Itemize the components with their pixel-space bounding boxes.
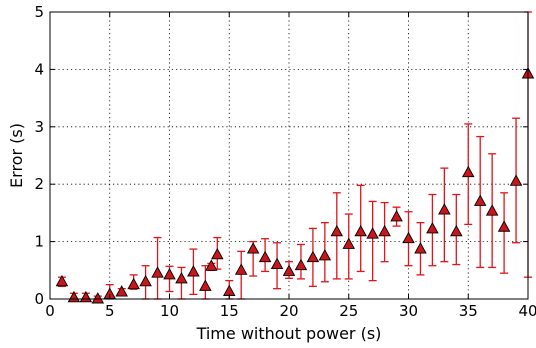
y-tick-label: 2 <box>34 175 44 193</box>
x-tick-label: 0 <box>45 302 55 320</box>
data-point-marker <box>487 205 498 215</box>
data-point-marker <box>367 228 378 238</box>
x-tick-label: 20 <box>279 302 298 320</box>
y-tick-label: 3 <box>34 118 44 136</box>
data-point-marker <box>188 266 199 276</box>
data-point-marker <box>284 265 295 275</box>
error-bar <box>500 193 508 273</box>
y-axis-label: Error (s) <box>7 123 26 188</box>
data-point-marker <box>475 195 486 205</box>
data-point-marker <box>499 221 510 231</box>
data-point-marker <box>272 259 283 269</box>
y-tick-label: 4 <box>34 60 44 78</box>
data-point-marker <box>451 226 462 236</box>
data-point-marker <box>415 243 426 253</box>
data-point-marker <box>343 238 354 248</box>
data-point-marker <box>164 269 175 279</box>
data-point-marker <box>128 279 139 289</box>
data-point-marker <box>463 167 474 177</box>
error-bar <box>369 201 377 280</box>
data-point-marker <box>307 252 318 262</box>
data-point-marker <box>295 260 306 270</box>
data-point-marker <box>200 280 211 290</box>
y-tick-label: 1 <box>34 233 44 251</box>
error-bar <box>237 251 245 299</box>
data-point-marker <box>260 252 271 262</box>
data-point-marker <box>319 250 330 260</box>
y-tick-label: 0 <box>34 290 44 308</box>
data-point-marker <box>248 243 259 253</box>
data-point-marker <box>331 226 342 236</box>
data-point-marker <box>212 249 223 259</box>
data-point-marker <box>152 267 163 277</box>
data-point-marker <box>511 175 522 185</box>
error-bars <box>58 12 532 299</box>
x-tick-label: 10 <box>160 302 179 320</box>
y-tick-label: 5 <box>34 3 44 21</box>
x-tick-label: 35 <box>459 302 478 320</box>
data-point-marker <box>355 226 366 236</box>
x-tick-label: 30 <box>399 302 418 320</box>
data-point-marker <box>427 223 438 233</box>
data-point-marker <box>403 233 414 243</box>
data-point-marker <box>140 276 151 286</box>
error-bar <box>440 168 448 262</box>
data-point-marker <box>116 286 127 296</box>
data-point-marker <box>439 204 450 214</box>
data-markers <box>56 68 533 303</box>
data-point-marker <box>391 211 402 221</box>
x-tick-label: 5 <box>105 302 115 320</box>
data-point-marker <box>236 264 247 274</box>
data-point-marker <box>379 226 390 236</box>
x-tick-label: 25 <box>339 302 358 320</box>
x-tick-label: 15 <box>220 302 239 320</box>
data-point-marker <box>92 293 103 303</box>
data-point-marker <box>176 273 187 283</box>
x-tick-label: 40 <box>518 302 536 320</box>
x-axis-label: Time without power (s) <box>196 324 382 343</box>
